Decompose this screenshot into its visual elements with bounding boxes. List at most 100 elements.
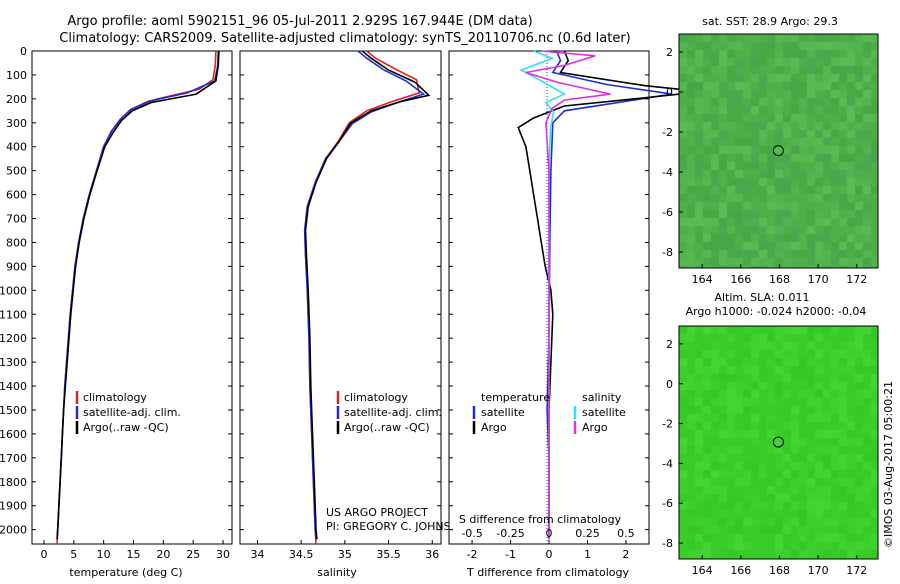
map-cell	[695, 194, 703, 202]
map-cell	[711, 178, 719, 186]
map-cell	[775, 406, 783, 414]
map-cell	[743, 422, 751, 430]
map-cell	[759, 414, 767, 422]
map-cell	[791, 326, 799, 334]
map-cell	[847, 350, 855, 358]
map-cell	[831, 106, 839, 114]
map-cell	[687, 550, 695, 558]
map-cell	[735, 502, 743, 510]
map-cell	[775, 550, 783, 558]
map-cell	[847, 390, 855, 398]
map-cell	[695, 422, 703, 430]
map-cell	[767, 266, 775, 268]
map-cell	[815, 106, 823, 114]
map-cell	[799, 470, 807, 478]
map-cell	[815, 350, 823, 358]
map-cell	[855, 502, 863, 510]
map-cell	[839, 210, 847, 218]
map-cell	[871, 390, 878, 398]
map-cell	[727, 58, 735, 66]
map-xtick-label: 170	[808, 273, 829, 286]
map-cell	[727, 526, 735, 534]
map-cell	[687, 534, 695, 542]
map-cell	[871, 350, 878, 358]
map-cell	[703, 358, 711, 366]
map-cell	[775, 350, 783, 358]
map-cell	[751, 50, 759, 58]
map-cell	[863, 342, 871, 350]
map-cell	[727, 422, 735, 430]
map-cell	[831, 154, 839, 162]
map-cell	[679, 422, 687, 430]
map-cell	[823, 526, 831, 534]
map-cell	[775, 454, 783, 462]
map-cell	[839, 438, 847, 446]
map-cell	[855, 162, 863, 170]
map-cell	[791, 194, 799, 202]
map-cell	[767, 90, 775, 98]
map-cell	[703, 194, 711, 202]
map-cell	[679, 242, 687, 250]
map-cell	[775, 414, 783, 422]
map-cell	[695, 82, 703, 90]
map-cell	[735, 130, 743, 138]
map-cell	[767, 162, 775, 170]
map-cell	[863, 82, 871, 90]
salinity-xlabel: salinity	[317, 566, 357, 579]
map-cell	[863, 390, 871, 398]
map-cell	[791, 358, 799, 366]
map-cell	[687, 526, 695, 534]
map-cell	[679, 178, 687, 186]
map-cell	[847, 34, 855, 42]
map-cell	[871, 234, 878, 242]
salinity-xtick-label: 34	[250, 548, 264, 561]
map-cell	[711, 534, 719, 542]
map-cell	[711, 266, 719, 268]
map-cell	[831, 138, 839, 146]
map-cell	[775, 486, 783, 494]
map-cell	[815, 58, 823, 66]
map-cell	[735, 82, 743, 90]
map-cell	[815, 382, 823, 390]
map-cell	[799, 446, 807, 454]
map-cell	[719, 42, 727, 50]
map-cell	[695, 226, 703, 234]
map-cell	[783, 242, 791, 250]
map-cell	[695, 154, 703, 162]
map-cell	[791, 242, 799, 250]
sal-legend-satellite: satellite-adj. clim.	[344, 406, 442, 419]
map-cell	[743, 162, 751, 170]
map-cell	[863, 242, 871, 250]
map-cell	[687, 510, 695, 518]
map-cell	[855, 462, 863, 470]
map-cell	[783, 358, 791, 366]
map-cell	[807, 462, 815, 470]
map-cell	[711, 42, 719, 50]
map-cell	[687, 454, 695, 462]
map-cell	[727, 130, 735, 138]
map-cell	[871, 414, 878, 422]
map-cell	[767, 202, 775, 210]
map-cell	[855, 390, 863, 398]
map-cell	[823, 454, 831, 462]
map-cell	[695, 494, 703, 502]
map-cell	[759, 470, 767, 478]
map-cell	[783, 66, 791, 74]
map-cell	[727, 266, 735, 268]
map-cell	[711, 502, 719, 510]
map-cell	[823, 406, 831, 414]
map-cell	[839, 398, 847, 406]
map-cell	[687, 470, 695, 478]
map-cell	[759, 218, 767, 226]
salinity-xtick-label: 34.5	[289, 548, 314, 561]
map-cell	[719, 366, 727, 374]
map-cell	[759, 382, 767, 390]
map-cell	[799, 258, 807, 266]
map-cell	[783, 90, 791, 98]
map-cell	[783, 510, 791, 518]
map-xtick-label: 166	[730, 273, 751, 286]
map-cell	[815, 194, 823, 202]
map-cell	[719, 342, 727, 350]
map-cell	[823, 186, 831, 194]
